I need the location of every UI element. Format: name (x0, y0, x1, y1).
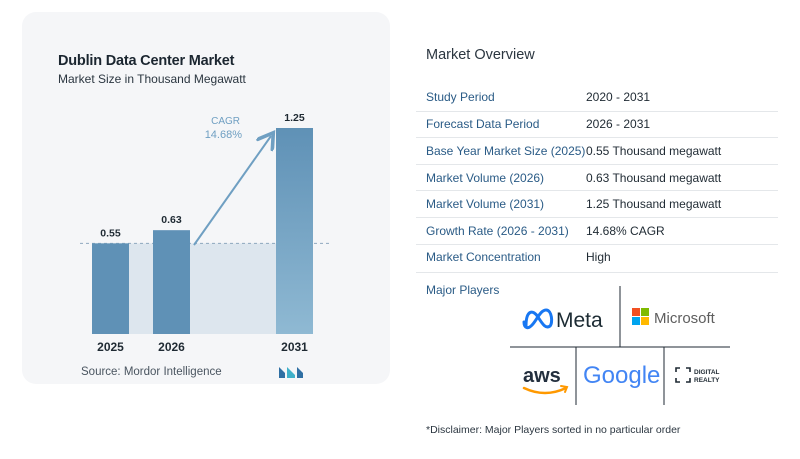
cagr-value: 14.68% (205, 129, 243, 141)
google-logo-icon: Google (583, 362, 660, 389)
row-key: Market Concentration (426, 250, 541, 265)
microsoft-logo-text: Microsoft (654, 310, 716, 327)
microsoft-logo-icon: Microsoft (632, 308, 716, 327)
bar-2025 (92, 243, 129, 334)
row-value: 2026 - 2031 (586, 117, 651, 132)
row-key: Growth Rate (2026 - 2031) (426, 223, 569, 238)
x-tick-label: 2031 (281, 340, 308, 354)
mordor-intelligence-logo-icon (279, 367, 303, 378)
overview-table: Study Period 2020 - 2031 Forecast Data P… (416, 84, 778, 270)
overview-title: Market Overview (426, 47, 535, 63)
chart-title: Dublin Data Center Market (58, 53, 235, 69)
x-tick-label: 2026 (158, 340, 185, 354)
row-key: Forecast Data Period (426, 117, 540, 132)
bar-2026 (153, 230, 190, 334)
table-row: Growth Rate (2026 - 2031) 14.68% CAGR (416, 216, 778, 244)
row-value: 2020 - 2031 (586, 90, 651, 105)
row-value: High (586, 250, 611, 265)
table-row: Study Period 2020 - 2031 (416, 84, 778, 111)
digital-realty-logo-icon: DIGITAL REALTY (675, 367, 720, 384)
aws-logo-text: aws (523, 365, 561, 387)
bar-2031 (276, 128, 313, 334)
digital-realty-text-2: REALTY (694, 377, 720, 384)
table-divider (416, 272, 778, 273)
x-tick-label: 2025 (97, 340, 124, 354)
table-row: Base Year Market Size (2025) 0.55 Thousa… (416, 137, 778, 164)
cagr-label: CAGR (211, 116, 240, 127)
bar-chart: 0.55 2025 0.63 2026 1.25 2031 CAGR 14.68% (80, 112, 330, 354)
major-players-title: Major Players (426, 283, 500, 297)
chart-subtitle: Market Size in Thousand Megawatt (58, 72, 246, 86)
row-key: Study Period (426, 90, 495, 105)
source-text: Source: Mordor Intelligence (81, 366, 222, 378)
value-label: 0.55 (100, 227, 121, 239)
row-key: Base Year Market Size (2025) (426, 143, 586, 158)
meta-logo-icon: Meta (522, 308, 603, 332)
row-value: 14.68% CAGR (586, 223, 665, 238)
aws-logo-icon: aws (522, 365, 569, 395)
meta-logo-text: Meta (556, 309, 603, 332)
digital-realty-text-1: DIGITAL (694, 369, 720, 376)
table-row: Forecast Data Period 2026 - 2031 (416, 110, 778, 138)
cagr-arrow (193, 136, 271, 246)
row-value: 0.55 Thousand megawatt (586, 143, 722, 158)
table-row: Market Concentration High (416, 243, 778, 271)
table-row: Market Volume (2026) 0.63 Thousand megaw… (416, 163, 778, 191)
table-row: Market Volume (2031) 1.25 Thousand megaw… (416, 190, 778, 217)
row-value: 0.63 Thousand megawatt (586, 170, 722, 185)
row-key: Market Volume (2026) (426, 170, 545, 185)
disclaimer-text: *Disclaimer: Major Players sorted in no … (426, 424, 681, 436)
value-label: 0.63 (161, 214, 182, 226)
row-key: Market Volume (2031) (426, 197, 545, 212)
row-value: 1.25 Thousand megawatt (586, 197, 722, 212)
value-label: 1.25 (284, 112, 305, 124)
